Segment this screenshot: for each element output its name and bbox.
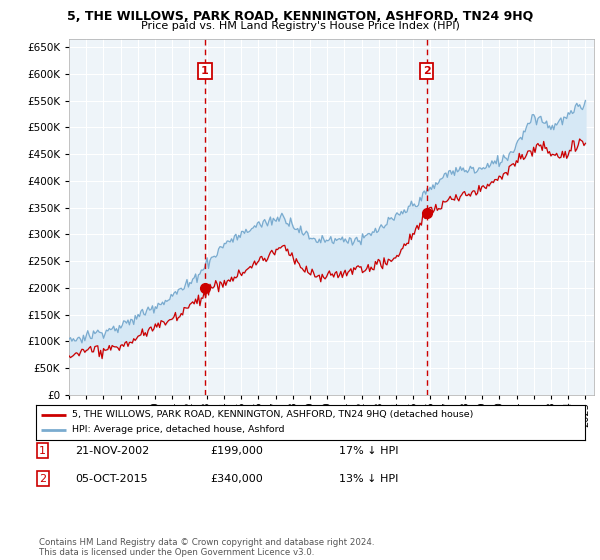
Text: 05-OCT-2015: 05-OCT-2015 xyxy=(75,474,148,484)
Text: 5, THE WILLOWS, PARK ROAD, KENNINGTON, ASHFORD, TN24 9HQ (detached house): 5, THE WILLOWS, PARK ROAD, KENNINGTON, A… xyxy=(71,410,473,419)
Text: 21-NOV-2002: 21-NOV-2002 xyxy=(75,446,149,456)
Text: 13% ↓ HPI: 13% ↓ HPI xyxy=(339,474,398,484)
Text: 2: 2 xyxy=(39,474,46,484)
Text: HPI: Average price, detached house, Ashford: HPI: Average price, detached house, Ashf… xyxy=(71,426,284,435)
Text: 1: 1 xyxy=(201,66,209,76)
Text: 1: 1 xyxy=(39,446,46,456)
Text: £340,000: £340,000 xyxy=(210,474,263,484)
Text: 17% ↓ HPI: 17% ↓ HPI xyxy=(339,446,398,456)
Text: Contains HM Land Registry data © Crown copyright and database right 2024.
This d: Contains HM Land Registry data © Crown c… xyxy=(39,538,374,557)
Text: £199,000: £199,000 xyxy=(210,446,263,456)
Text: 5, THE WILLOWS, PARK ROAD, KENNINGTON, ASHFORD, TN24 9HQ: 5, THE WILLOWS, PARK ROAD, KENNINGTON, A… xyxy=(67,10,533,23)
Text: 2: 2 xyxy=(423,66,431,76)
Text: Price paid vs. HM Land Registry's House Price Index (HPI): Price paid vs. HM Land Registry's House … xyxy=(140,21,460,31)
